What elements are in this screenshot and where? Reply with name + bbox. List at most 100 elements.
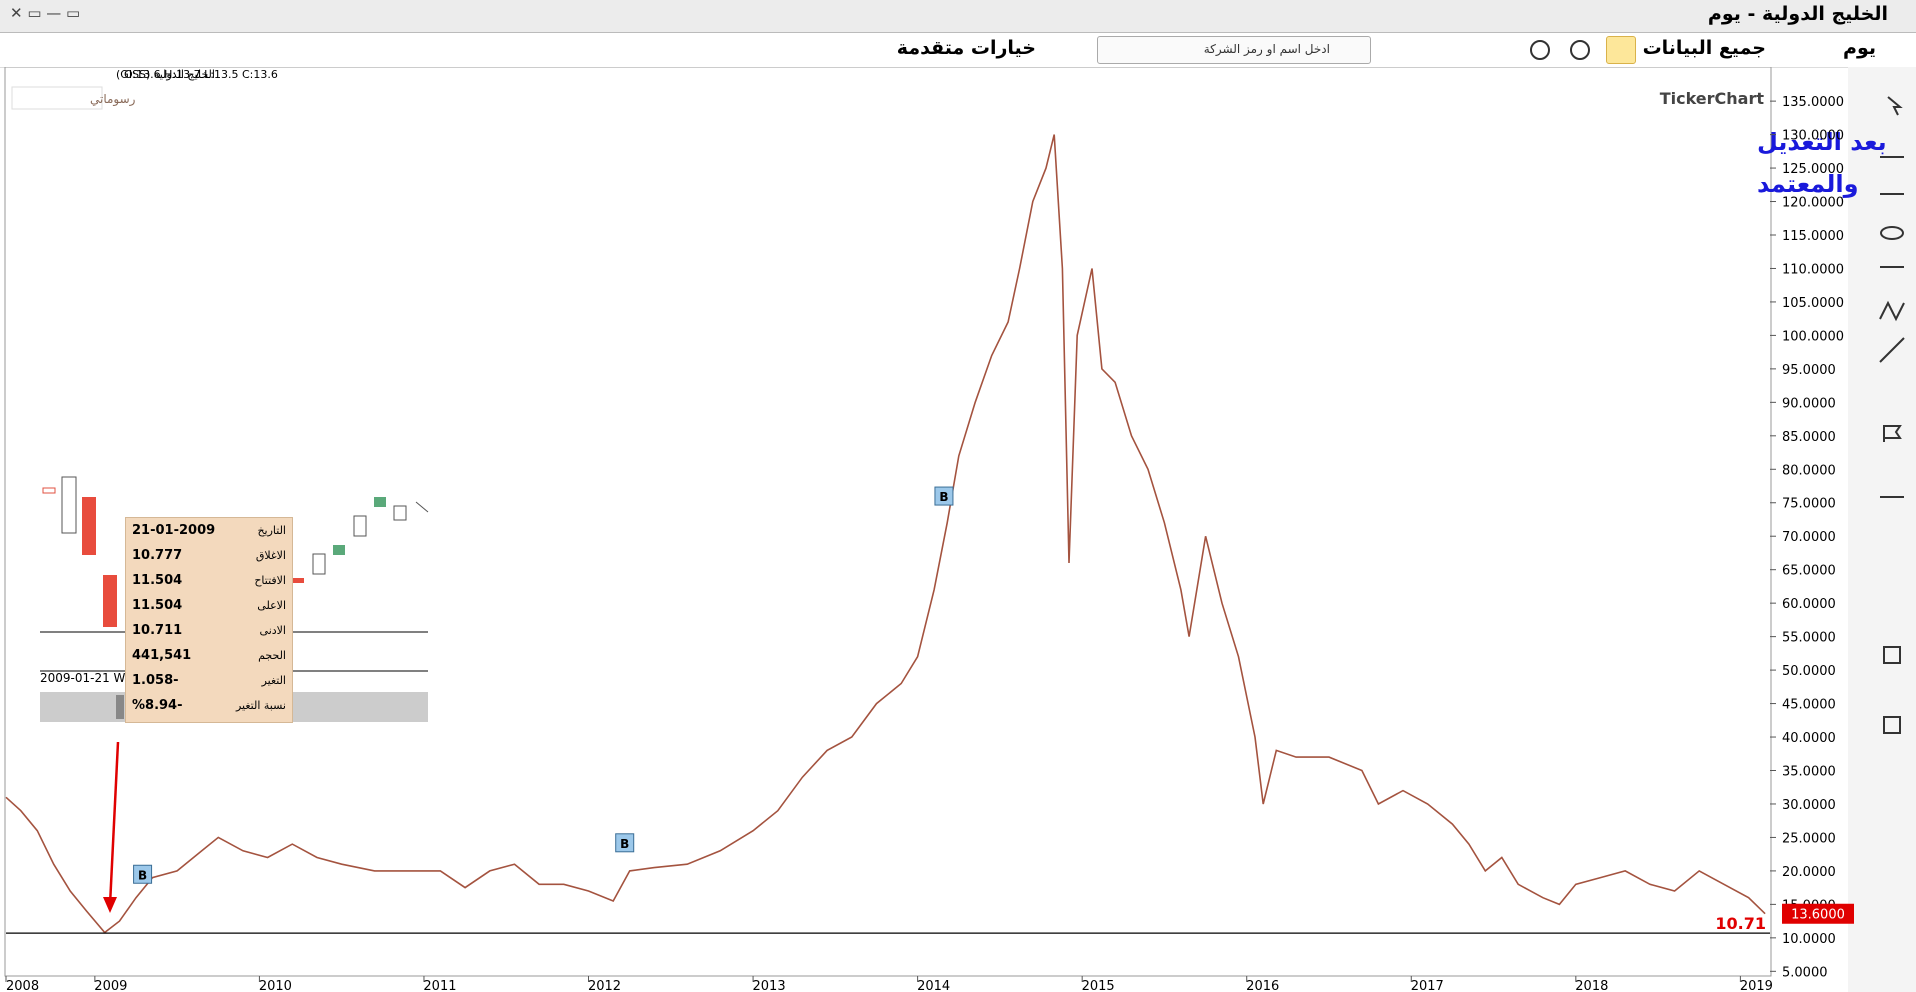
y-tick-label: 65.0000 <box>1782 564 1836 579</box>
x-tick-label: 2010 <box>259 979 292 992</box>
toolbar: يوم جميع البيانات ادخل اسم او رمز الشركة… <box>0 33 1916 68</box>
y-tick-label: 50.0000 <box>1782 664 1836 679</box>
x-tick-label: 2018 <box>1575 979 1608 992</box>
icon[interactable] <box>1879 300 1905 322</box>
y-tick-label: 100.0000 <box>1782 329 1844 344</box>
x-tick-label: 2017 <box>1411 979 1444 992</box>
window-buttons[interactable]: ✕ ▭ — ▭ <box>10 4 81 22</box>
tooltip-label: نسبة التغير <box>235 699 286 712</box>
icon[interactable] <box>1880 226 1904 240</box>
tooltip-label: الحجم <box>258 649 286 662</box>
x-tick-label: 2013 <box>753 979 786 992</box>
inset-candle <box>82 497 96 555</box>
y-tick-label: 60.0000 <box>1782 597 1836 612</box>
y-tick-label: 130.0000 <box>1782 129 1844 144</box>
tooltip-label: التاريخ <box>257 524 286 537</box>
tooltip-row: 10.711 الادنى <box>126 618 292 643</box>
icon[interactable] <box>1883 716 1901 734</box>
tooltip-value: 441,541 <box>132 648 192 663</box>
advanced-options[interactable]: خيارات متقدمة <box>896 37 1036 59</box>
x-tick-label: 2016 <box>1246 979 1279 992</box>
tooltip-label: الافتتاح <box>254 574 286 587</box>
y-tick-label: 45.0000 <box>1782 698 1836 713</box>
y-tick-label: 25.0000 <box>1782 831 1836 846</box>
y-tick-label: 135.0000 <box>1782 95 1844 110</box>
y-tick-label: 85.0000 <box>1782 430 1836 445</box>
icon[interactable] <box>1570 40 1590 60</box>
note-line: بعد التعديل <box>1757 128 1887 156</box>
y-tick-label: 90.0000 <box>1782 396 1836 411</box>
x-tick-label: 2009 <box>94 979 127 992</box>
y-tick-label: 95.0000 <box>1782 363 1836 378</box>
period-button[interactable]: يوم <box>1843 37 1876 59</box>
y-tick-label: 80.0000 <box>1782 463 1836 478</box>
y-tick-label: 105.0000 <box>1782 296 1844 311</box>
tooltip-row: 21-01-2009 التاريخ <box>126 518 292 543</box>
symbol-label: الخليج الدولية (GISS) <box>116 68 215 81</box>
y-tick-label: 120.0000 <box>1782 196 1844 211</box>
inset-candle <box>415 501 429 513</box>
tooltip-row: %8.94- نسبة التغير <box>126 693 292 718</box>
y-tick-label: 70.0000 <box>1782 530 1836 545</box>
y-tick-label: 55.0000 <box>1782 631 1836 646</box>
title-bar: ✕ ▭ — ▭ الخليج الدولية - يوم <box>0 0 1916 33</box>
side-icons[interactable] <box>1879 96 1905 734</box>
y-tick-label: 35.0000 <box>1782 765 1836 780</box>
y-tick-label: 20.0000 <box>1782 865 1836 880</box>
tooltip-label: الاغلاق <box>255 549 286 562</box>
tooltip-value: 11.504 <box>132 598 183 613</box>
buy-marker-label: B <box>939 490 948 504</box>
price-line <box>5 134 1766 934</box>
icon[interactable] <box>1530 40 1550 60</box>
y-tick-label: 125.0000 <box>1782 162 1844 177</box>
search-box[interactable]: ادخل اسم او رمز الشركة <box>1097 36 1371 64</box>
buy-marker <box>934 486 954 506</box>
last-price-label: 13.6000 <box>1791 908 1845 923</box>
icon[interactable] <box>1887 96 1903 116</box>
inset-candle <box>312 553 326 575</box>
drawings-label[interactable]: رسوماتي <box>90 92 136 107</box>
search-placeholder: ادخل اسم او رمز الشركة <box>1203 42 1330 56</box>
y-tick-label: 75.0000 <box>1782 497 1836 512</box>
tooltip-label: التغير <box>261 674 286 687</box>
inset-candle <box>292 578 304 583</box>
brand: TickerChart <box>1660 89 1765 108</box>
y-tick-label: 115.0000 <box>1782 229 1844 244</box>
inset-candle <box>61 476 77 534</box>
inset-candle <box>374 497 386 507</box>
icon[interactable] <box>1879 337 1905 363</box>
tooltip-row: 441,541 الحجم <box>126 643 292 668</box>
x-tick-label: 2011 <box>423 979 456 992</box>
icon[interactable] <box>1883 646 1901 664</box>
inset-candle <box>393 505 407 521</box>
y-tick-label: 40.0000 <box>1782 731 1836 746</box>
inset-candle <box>42 487 56 494</box>
inset-date: 2009-01-21 We <box>40 671 132 685</box>
buy-marker <box>615 833 635 853</box>
tooltip-value: 1.058- <box>132 673 179 688</box>
y-tick-label: 5.0000 <box>1782 965 1828 980</box>
draw-toggle[interactable] <box>1606 36 1636 64</box>
support-label: 10.71 <box>1715 914 1766 933</box>
tooltip-value: 10.711 <box>132 623 183 638</box>
x-tick-label: 2008 <box>6 979 39 992</box>
inset-handle <box>116 695 124 719</box>
tooltip-label: الاعلى <box>257 599 286 612</box>
tooltip-row: 11.504 الاعلى <box>126 593 292 618</box>
tooltip-value: 21-01-2009 <box>132 523 216 538</box>
y-tick-label: 10.0000 <box>1782 932 1836 947</box>
x-tick-label: 2014 <box>917 979 950 992</box>
inset-candle <box>103 575 117 627</box>
drawings-button[interactable] <box>11 86 103 110</box>
tooltip: 21-01-2009 التاريخ 10.777 الاغلاق 11.504 الاف… <box>125 517 293 723</box>
tooltip-value: %8.94- <box>132 698 183 713</box>
tooltip-value: 10.777 <box>132 548 183 563</box>
y-tick-label: 30.0000 <box>1782 798 1836 813</box>
range-button[interactable]: جميع البيانات <box>1642 37 1766 59</box>
x-tick-label: 2012 <box>588 979 621 992</box>
chart-area: الخليج الدولية (GISS) O:13.6 H:13.7 L:13… <box>4 67 1916 992</box>
icon[interactable] <box>1883 425 1902 442</box>
buy-marker-label: B <box>138 868 147 882</box>
tooltip-row: 11.504 الافتتاح <box>126 568 292 593</box>
